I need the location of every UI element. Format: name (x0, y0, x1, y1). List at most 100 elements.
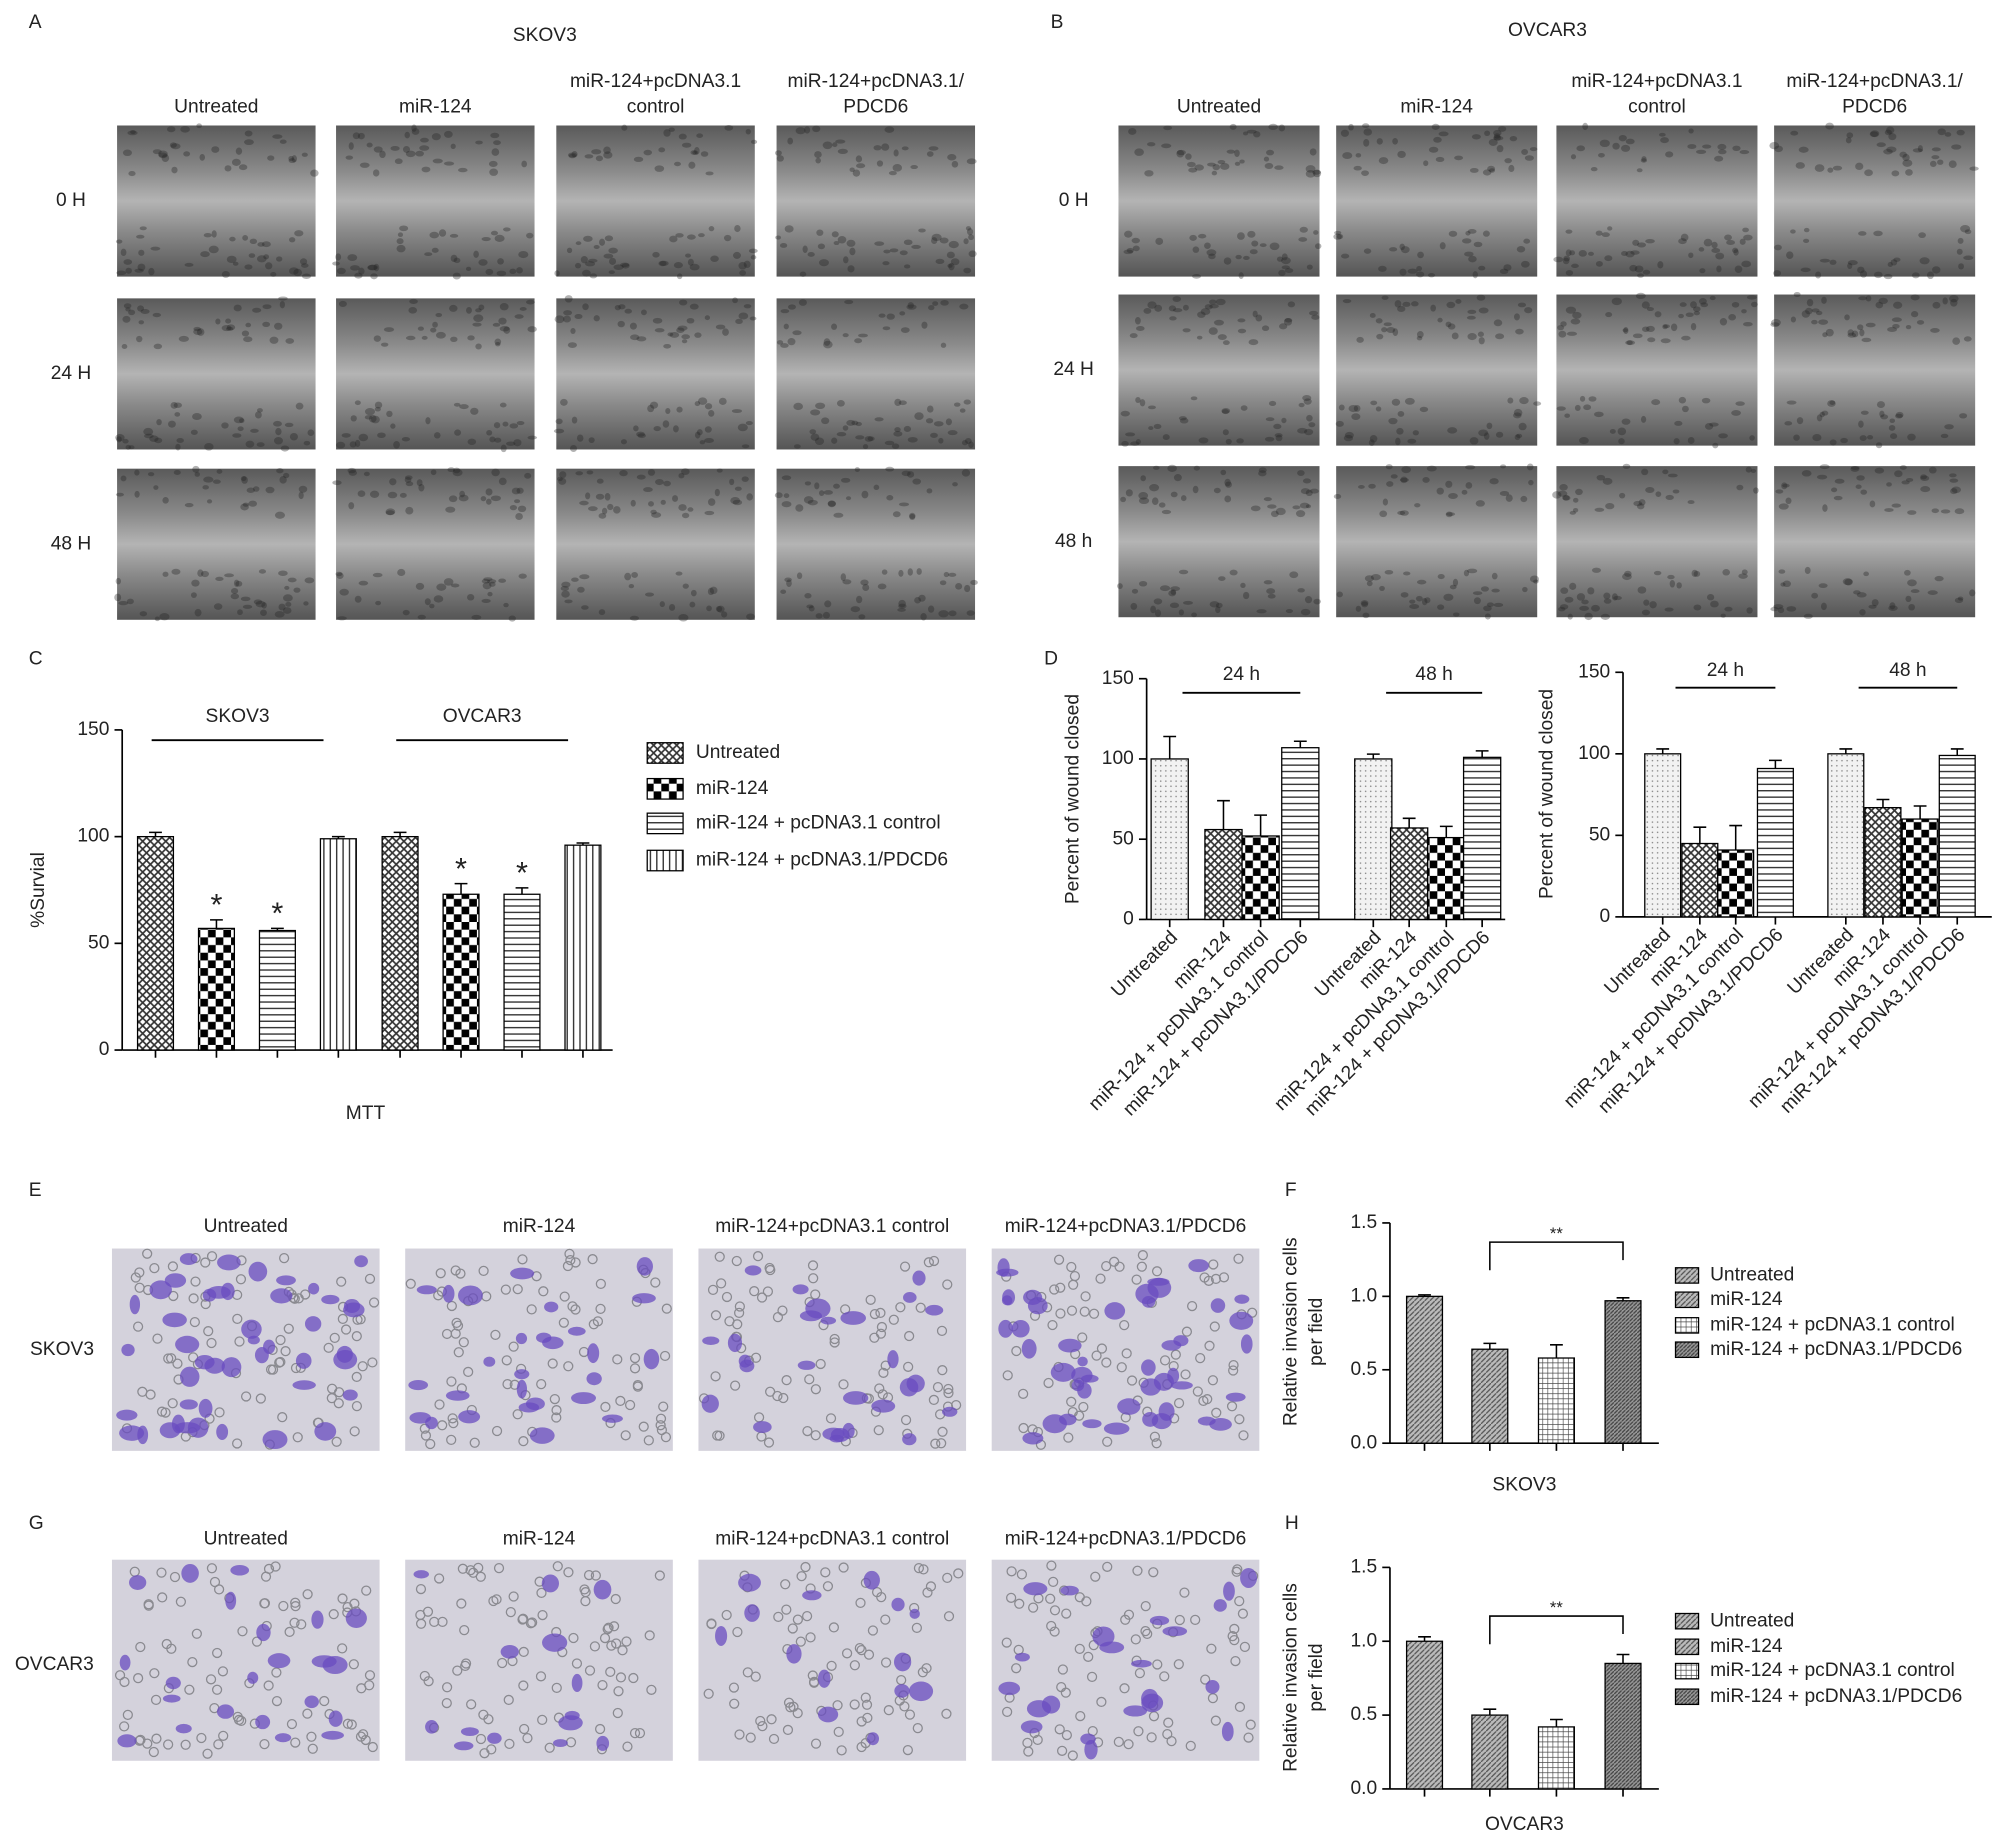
cell (1857, 324, 1864, 331)
column-header: miR-124+pcDNA3.1/PDCD6 (1005, 1216, 1247, 1237)
cell (397, 232, 404, 238)
cell (1298, 237, 1308, 242)
cell (1178, 416, 1187, 421)
cell (1366, 580, 1373, 587)
cell (732, 297, 738, 304)
cell (453, 402, 461, 407)
pore (643, 1435, 654, 1446)
pore (503, 1694, 514, 1706)
cell (891, 443, 900, 449)
cell (411, 128, 420, 135)
cell (899, 311, 906, 316)
bar (1756, 767, 1794, 918)
bar (1537, 1357, 1575, 1444)
cell (618, 304, 626, 310)
cell (487, 579, 497, 584)
cell (275, 427, 282, 436)
bar (1354, 758, 1393, 921)
pore (367, 1357, 378, 1368)
cell (1811, 592, 1819, 599)
cell (907, 568, 913, 576)
cell (1857, 266, 1865, 274)
y-tick-label: 1.0 (1350, 1285, 1377, 1306)
cell (449, 304, 458, 312)
cell (1504, 158, 1512, 164)
cell (837, 236, 847, 244)
stained-cell (1210, 1298, 1226, 1313)
stained-cell (314, 1422, 337, 1441)
cell (470, 407, 479, 415)
cell (1622, 573, 1632, 581)
cell (1895, 413, 1903, 419)
cell (486, 498, 492, 505)
pore (296, 1619, 307, 1630)
cell (745, 128, 751, 135)
cell (1831, 487, 1838, 493)
bar (1604, 1300, 1642, 1444)
cell (237, 426, 244, 432)
stained-cell (230, 1564, 250, 1576)
cell (652, 251, 660, 258)
cell (1956, 129, 1965, 136)
cell (192, 413, 202, 420)
pore (624, 1399, 636, 1411)
pore (447, 1413, 458, 1424)
y-tick-label: 0.0 (1350, 1778, 1377, 1799)
cell (1335, 420, 1344, 427)
stained-cell (925, 1304, 944, 1316)
cell (443, 578, 454, 586)
cell (1508, 164, 1515, 173)
cell (968, 250, 977, 258)
cell (804, 593, 812, 599)
cell (804, 126, 811, 134)
pore (415, 1583, 427, 1595)
cell (1750, 468, 1757, 474)
cell (1647, 337, 1656, 343)
error-bar (576, 842, 590, 846)
cell (677, 325, 688, 331)
cell (1637, 586, 1647, 594)
column-header: miR-124+pcDNA3.1/ (788, 71, 965, 92)
cell (1937, 128, 1946, 136)
cell (212, 479, 221, 484)
pore (135, 1641, 146, 1653)
cell (134, 268, 144, 273)
pore (807, 1260, 819, 1271)
column-header: miR-124 (1400, 97, 1473, 118)
error-bar (1483, 1342, 1497, 1350)
cell (1566, 331, 1578, 336)
cell (1564, 596, 1574, 603)
cell (1448, 230, 1458, 237)
cell (1657, 261, 1664, 269)
cell (1718, 149, 1727, 155)
cell (1640, 158, 1648, 163)
pore (526, 1304, 537, 1315)
stained-cell (744, 1604, 760, 1622)
cell (888, 170, 897, 176)
cell (1563, 255, 1571, 262)
pore (899, 1701, 910, 1712)
pore (721, 1291, 733, 1303)
stained-cell (1058, 1413, 1077, 1426)
pore (1119, 1683, 1130, 1694)
pore (336, 1276, 347, 1287)
pore (603, 1622, 614, 1633)
stained-cell (262, 1430, 288, 1450)
cell (516, 420, 525, 426)
cell (1562, 257, 1570, 265)
pore (880, 1657, 892, 1668)
cell (116, 270, 127, 276)
pore (1234, 1595, 1245, 1607)
stained-cell (500, 1644, 519, 1659)
panel-label: D (1044, 649, 1058, 670)
cell (1873, 230, 1883, 237)
pore (1204, 1340, 1215, 1351)
cell (1949, 478, 1959, 483)
pore (437, 1616, 448, 1628)
cell (459, 490, 466, 498)
cell (1907, 510, 1917, 515)
pore (836, 1745, 847, 1756)
pore (536, 1378, 547, 1390)
pore (856, 1741, 867, 1753)
cell (493, 422, 501, 429)
